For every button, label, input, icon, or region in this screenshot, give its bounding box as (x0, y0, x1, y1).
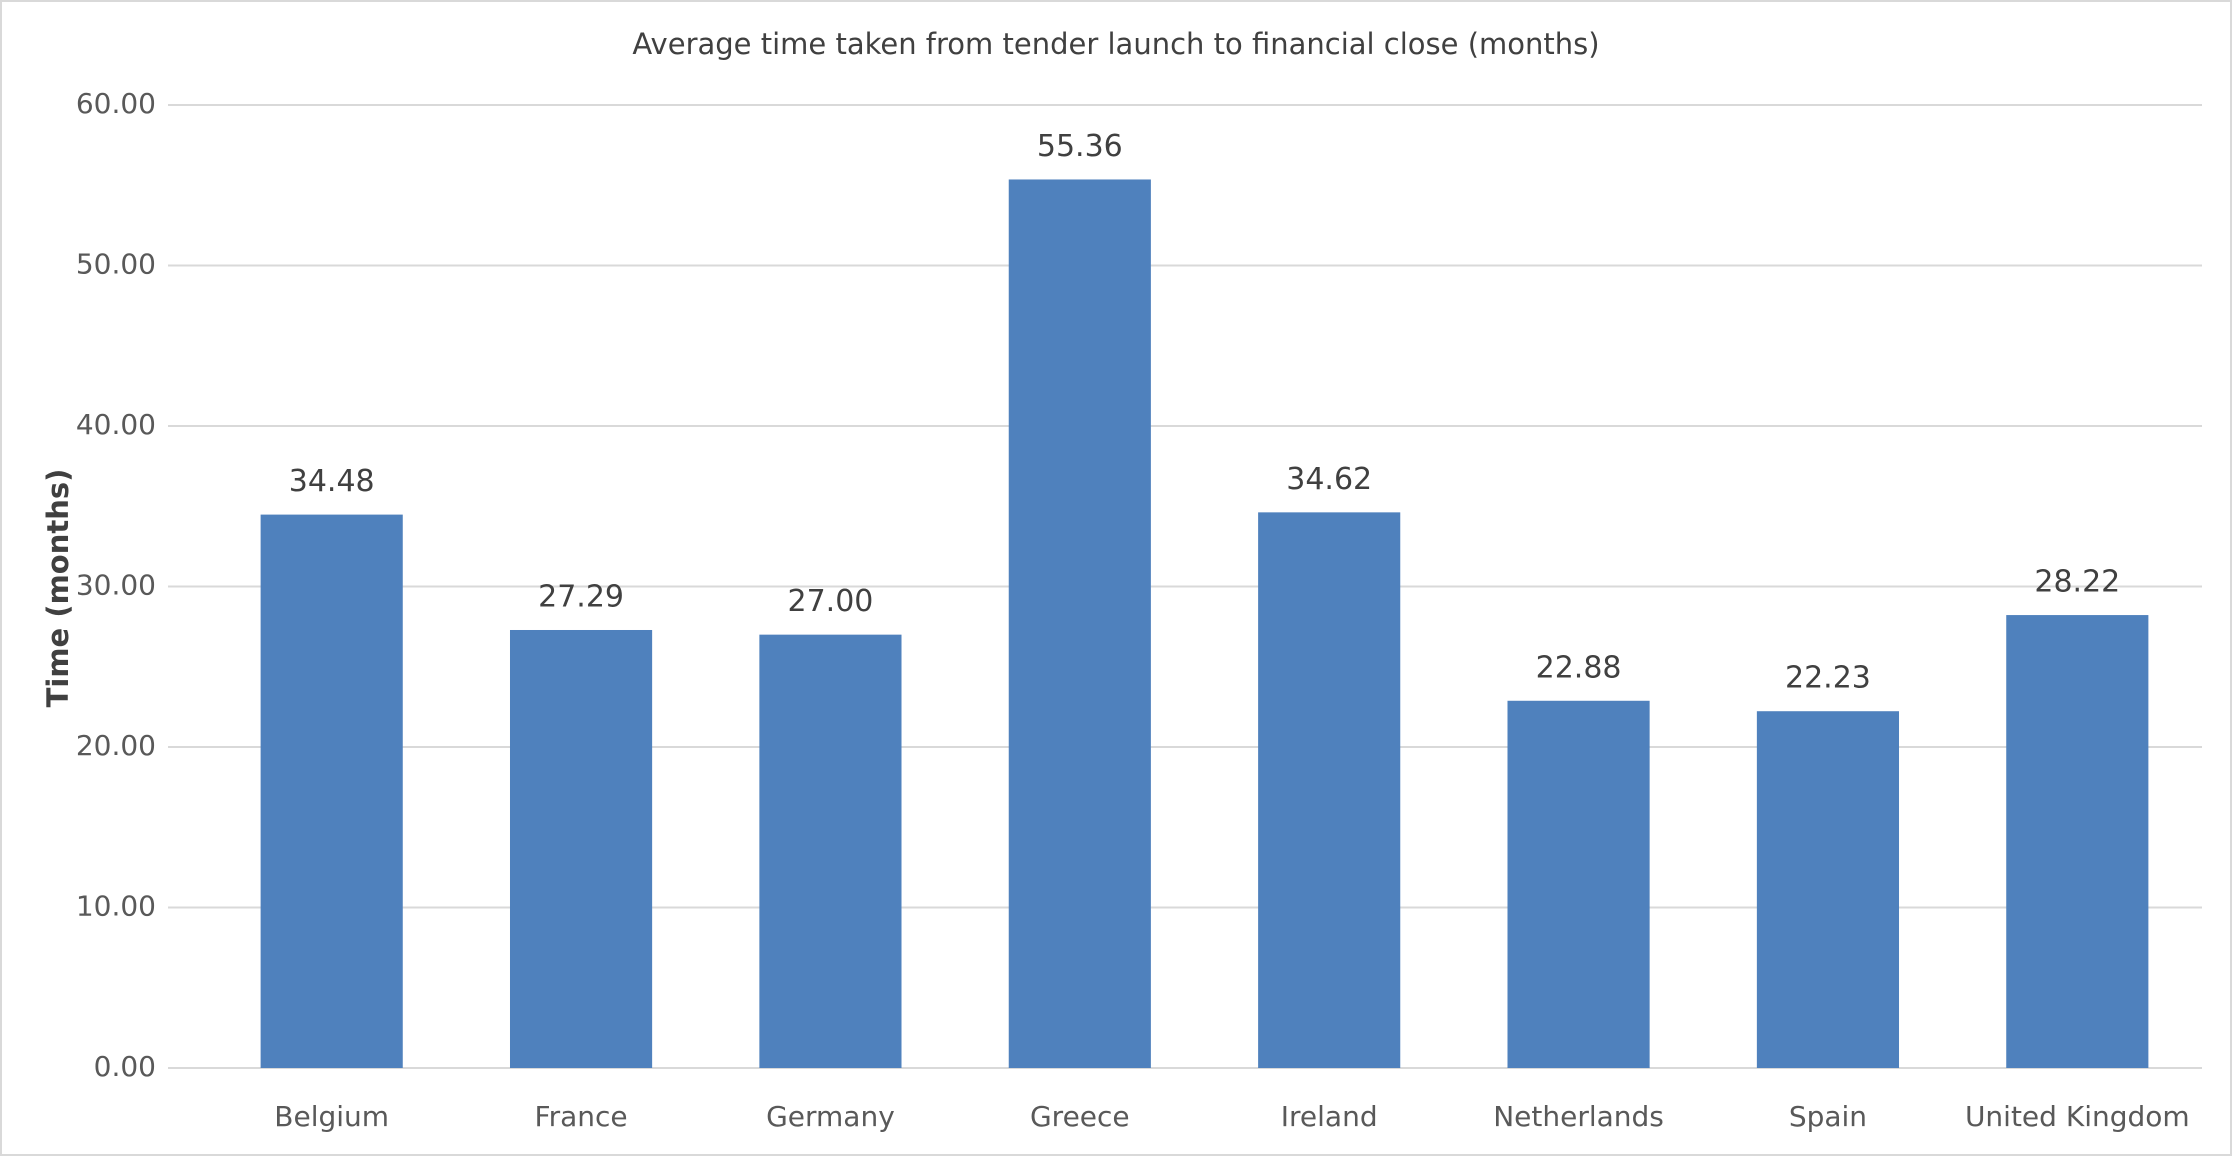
bar (1756, 711, 1900, 1068)
data-label: 34.48 (289, 464, 375, 499)
y-tick-label: 20.00 (76, 729, 156, 762)
y-tick-label: 40.00 (76, 408, 156, 441)
data-label: 34.62 (1286, 462, 1372, 497)
y-tick-label: 50.00 (76, 248, 156, 281)
x-tick-label: Greece (1030, 1100, 1130, 1133)
data-label: 27.29 (538, 579, 624, 614)
data-label: 28.22 (2034, 565, 2120, 600)
data-label: 22.88 (1536, 650, 1622, 685)
bar (509, 629, 653, 1068)
y-axis-label: Time (months) (41, 469, 75, 708)
y-tick-label: 10.00 (76, 890, 156, 923)
x-tick-label: Ireland (1281, 1100, 1378, 1133)
bar (759, 634, 902, 1068)
bar (1008, 179, 1151, 1069)
data-label: 22.23 (1785, 661, 1871, 696)
data-label: 55.36 (1037, 129, 1123, 164)
x-tick-label: France (535, 1100, 628, 1133)
x-tick-label: Netherlands (1493, 1100, 1664, 1133)
y-tick-label: 60.00 (76, 87, 156, 120)
bar (260, 514, 403, 1068)
x-tick-label: United Kingdom (1965, 1100, 2190, 1133)
bar (1258, 512, 1401, 1068)
x-tick-label: Spain (1789, 1100, 1867, 1133)
data-label: 27.00 (787, 584, 873, 619)
x-tick-label: Belgium (274, 1100, 389, 1133)
x-tick-label: Germany (766, 1100, 895, 1133)
chart-title: Average time taken from tender launch to… (632, 27, 1599, 61)
bar (1507, 700, 1650, 1068)
y-tick-label: 30.00 (76, 569, 156, 602)
bar (2006, 615, 2149, 1068)
y-tick-label: 0.00 (94, 1050, 156, 1083)
